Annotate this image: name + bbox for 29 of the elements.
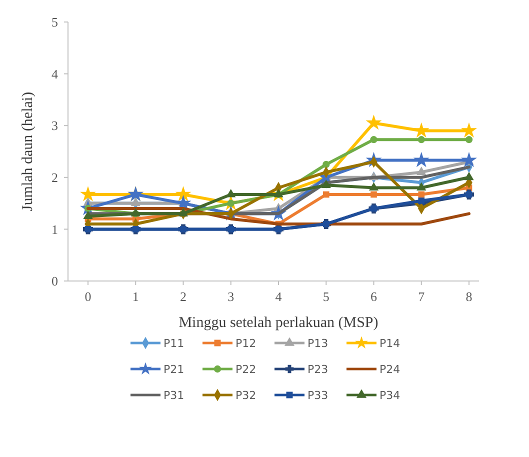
x-tick-label: 6 xyxy=(370,289,378,304)
x-axis-title: Minggu setelah perlakuan (MSP) xyxy=(178,315,378,331)
legend-label: P32 xyxy=(236,388,256,402)
x-tick-label: 3 xyxy=(228,289,234,304)
legend-label: P34 xyxy=(380,388,400,402)
legend-label: P23 xyxy=(308,362,328,376)
legend-label: P14 xyxy=(380,336,400,350)
legend-label: P13 xyxy=(308,336,328,350)
x-tick-label: 4 xyxy=(275,289,282,304)
legend-label: P12 xyxy=(236,336,256,350)
y-tick-label: 2 xyxy=(52,170,58,185)
x-tick-label: 1 xyxy=(132,289,139,304)
legend-label: P21 xyxy=(164,362,184,376)
x-tick-label: 2 xyxy=(180,289,186,304)
y-tick-label: 3 xyxy=(52,118,58,134)
y-axis-title: Jumlah daun (helai) xyxy=(20,92,36,212)
x-tick-label: 7 xyxy=(418,289,426,304)
x-tick-label: 8 xyxy=(466,289,472,304)
x-tick-label: 5 xyxy=(322,289,330,304)
y-tick-label: 1 xyxy=(52,222,58,237)
legend-label: P33 xyxy=(308,388,328,402)
y-tick-label: 5 xyxy=(52,14,58,30)
legend-label: P31 xyxy=(164,388,184,402)
y-tick-label: 0 xyxy=(52,274,58,289)
y-tick-label: 4 xyxy=(52,66,58,82)
legend-label: P11 xyxy=(164,336,184,350)
x-tick-label: 0 xyxy=(84,289,92,304)
legend-label: P24 xyxy=(380,362,400,376)
legend-label: P22 xyxy=(236,362,256,376)
